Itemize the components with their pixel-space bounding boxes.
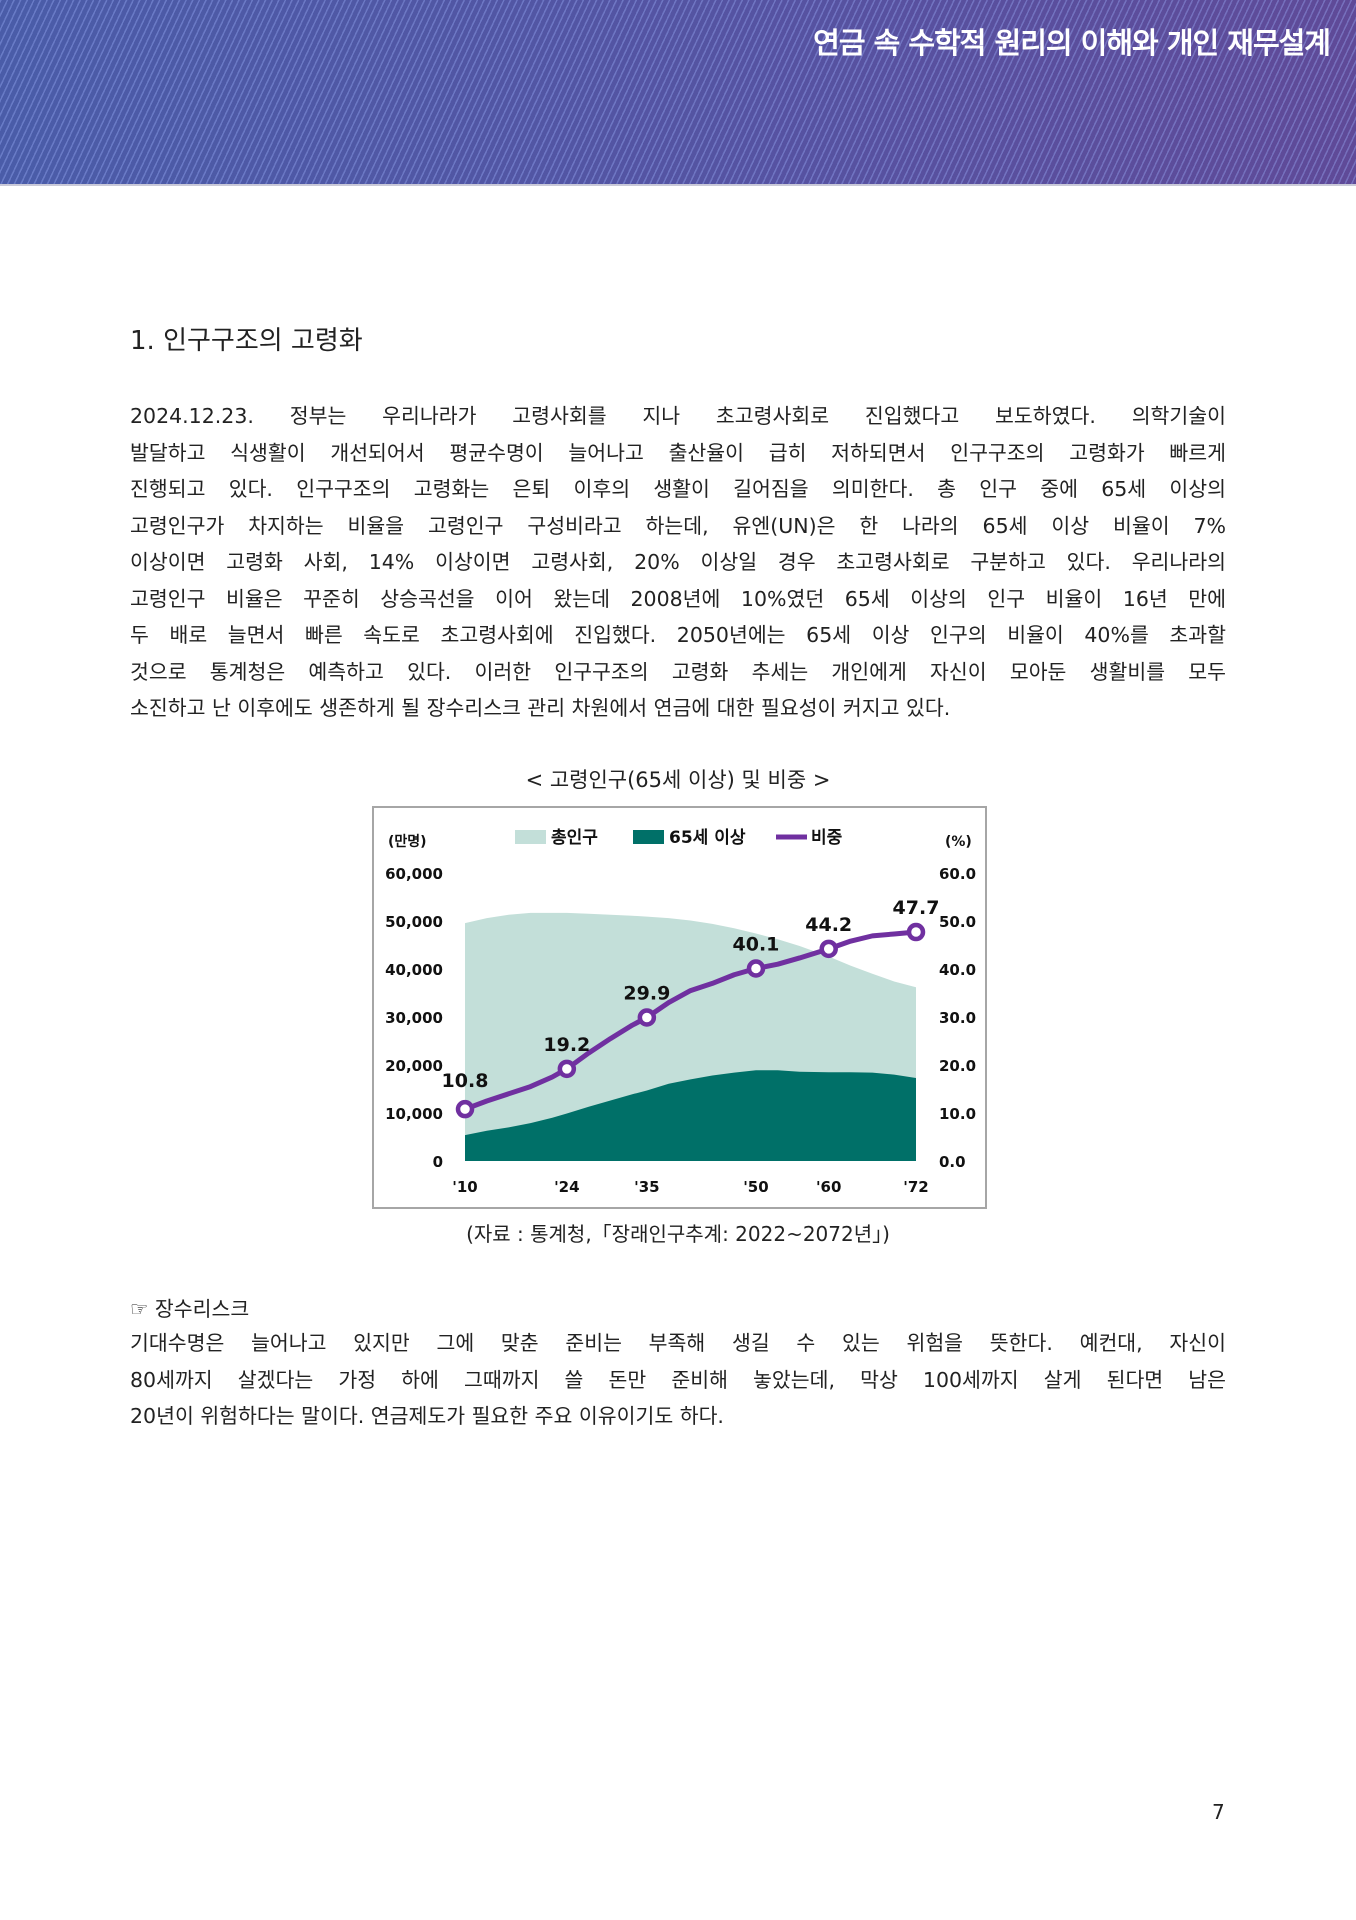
data-label: 44.2 [805, 914, 852, 936]
body-paragraph: 2024.12.23. 정부는 우리나라가 고령사회를 지나 초고령사회로 진입… [130, 398, 1226, 727]
data-label: 40.1 [733, 934, 780, 956]
document-title: 연금 속 수학적 원리의 이해와 개인 재무설계 [813, 26, 1331, 60]
ratio-marker [637, 1008, 657, 1027]
right-axis-tick-label: 20.0 [939, 1057, 976, 1075]
right-axis-tick-label: 60.0 [939, 865, 976, 883]
paragraph-line: 80세까지 살겠다는 가정 하에 그때까지 쓸 돈만 준비해 놓았는데, 막상 … [130, 1367, 1226, 1392]
data-label: 29.9 [623, 982, 670, 1004]
paragraph-line: 두 배로 늘면서 빠른 속도로 초고령사회에 진입했다. 2050년에는 65세… [130, 623, 1226, 647]
ratio-marker [557, 1059, 577, 1079]
paragraph-line: 고령인구가 차지하는 비율을 고령인구 구성비라고 하는데, 유엔(UN)은 한… [130, 513, 1226, 538]
x-axis-tick-label: '60 [816, 1178, 841, 1196]
ratio-marker [906, 922, 926, 942]
x-axis-tick-label: '10 [452, 1178, 477, 1196]
left-axis-tick-label: 60,000 [385, 865, 443, 883]
note-paragraph: 기대수명은 늘어나고 있지만 그에 맞춘 준비는 부족해 생길 수 있는 위험을… [130, 1325, 1226, 1435]
x-axis-tick-label: '35 [634, 1178, 659, 1196]
right-axis-unit: (%) [945, 834, 972, 850]
elderly-population-area [465, 1070, 916, 1161]
left-axis-tick-label: 30,000 [385, 1009, 443, 1027]
right-axis-tick-label: 0.0 [939, 1153, 966, 1171]
legend-swatch-elderly [633, 830, 664, 844]
paragraph-line: 것으로 통계청은 예측하고 있다. 이러한 인구구조의 고령화 추세는 개인에게… [130, 659, 1226, 684]
paragraph-line: 기대수명은 늘어나고 있지만 그에 맞춘 준비는 부족해 생길 수 있는 위험을… [130, 1331, 1226, 1355]
right-axis-tick-label: 10.0 [939, 1105, 976, 1123]
paragraph-line: 이상이면 고령화 사회, 14% 이상이면 고령사회, 20% 이상일 경우 초… [130, 550, 1226, 574]
legend-label-ratio: 비중 [811, 828, 843, 848]
paragraph-line: 소진하고 난 이후에도 생존하게 될 장수리스크 관리 차원에서 연금에 대한 … [130, 696, 951, 720]
ratio-marker [746, 959, 766, 978]
chart-canvas: 10.8 19.2 29.9 40.1 44.2 47.7 0 10,000 20,000 30,… [385, 828, 976, 1196]
paragraph-line: 진행되고 있다. 인구구조의 고령화는 은퇴 이후의 생활이 길어짐을 의미한다… [130, 477, 1226, 501]
ratio-marker [819, 939, 838, 959]
page-header-banner: 연금 속 수학적 원리의 이해와 개인 재무설계 [0, 0, 1356, 186]
left-axis-tick-label: 10,000 [385, 1105, 443, 1123]
section-heading: 1. 인구구조의 고령화 [130, 326, 363, 356]
x-axis-tick-label: '50 [743, 1178, 768, 1196]
data-label: 10.8 [442, 1070, 489, 1092]
data-label: 19.2 [543, 1034, 590, 1056]
left-axis-unit: (만명) [388, 833, 427, 850]
paragraph-line: 2024.12.23. 정부는 우리나라가 고령사회를 지나 초고령사회로 진입… [130, 404, 1226, 428]
legend-label-total: 총인구 [551, 828, 598, 848]
page-number: 7 [1212, 1800, 1225, 1824]
right-axis-tick-label: 40.0 [939, 961, 976, 979]
figure-source: (자료 : 통계청,「장래인구추계: 2022~2072년」) [466, 1222, 890, 1246]
legend-label-elderly: 65세 이상 [669, 828, 746, 848]
legend-swatch-total [515, 830, 546, 844]
left-axis-tick-label: 20,000 [385, 1057, 443, 1075]
data-label: 47.7 [893, 897, 940, 919]
right-axis-tick-label: 50.0 [939, 913, 976, 931]
paragraph-line: 발달하고 식생활이 개선되어서 평균수명이 늘어나고 출산율이 급히 저하되면서… [130, 440, 1226, 465]
left-axis-tick-label: 40,000 [385, 961, 443, 979]
figure-title: < 고령인구(65세 이상) 및 비중 > [525, 768, 831, 792]
elderly-population-chart: 10.8 19.2 29.9 40.1 44.2 47.7 0 10,000 20,000 30,… [372, 806, 987, 1209]
x-axis-tick-label: '24 [554, 1178, 579, 1196]
left-axis-tick-label: 0 [433, 1153, 443, 1171]
right-axis-tick-label: 30.0 [939, 1009, 976, 1027]
paragraph-line: 고령인구 비율은 꾸준히 상승곡선을 이어 왔는데 2008년에 10%였던 6… [130, 586, 1226, 611]
ratio-marker [455, 1099, 475, 1119]
note-title: ☞ 장수리스크 [130, 1297, 250, 1321]
x-axis-tick-label: '72 [903, 1178, 928, 1196]
ratio-line [464, 929, 917, 1112]
left-axis-tick-label: 50,000 [385, 913, 443, 931]
paragraph-line: 20년이 위험하다는 말이다. 연금제도가 필요한 주요 이유이기도 하다. [130, 1404, 724, 1428]
